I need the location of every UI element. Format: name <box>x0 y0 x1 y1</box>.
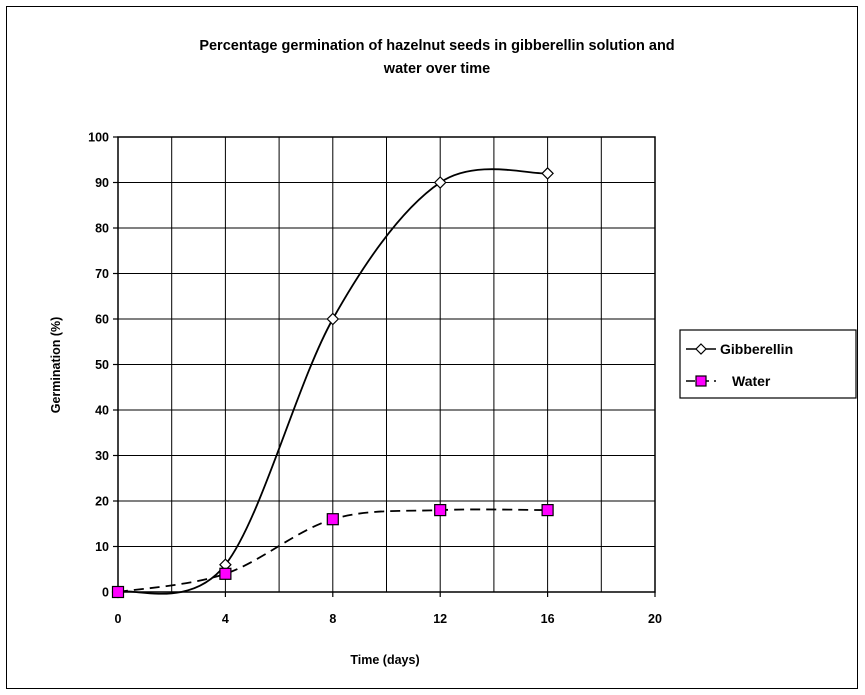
series-line-gibberellin <box>117 168 548 595</box>
x-tick-label: 20 <box>648 612 662 626</box>
y-tick-label: 100 <box>88 131 109 145</box>
data-point-water <box>434 504 447 517</box>
x-tick-label: 16 <box>541 612 555 626</box>
series <box>111 167 554 599</box>
legend-gibberellin-marker <box>695 343 707 355</box>
x-tick-label: 8 <box>329 612 336 626</box>
y-tick-label: 20 <box>95 495 109 509</box>
y-tick-label: 80 <box>95 222 109 236</box>
y-tick-label: 90 <box>95 176 109 190</box>
x-tick-label: 4 <box>222 612 229 626</box>
x-tick-label: 0 <box>115 612 122 626</box>
data-point-water <box>326 513 339 526</box>
y-tick-label: 0 <box>102 586 109 600</box>
legend: Gibberellin Water <box>679 329 857 399</box>
grid <box>117 136 656 593</box>
y-axis-title: Germination (%) <box>49 317 63 414</box>
data-point-gibberellin <box>433 176 447 189</box>
data-point-water <box>541 504 554 517</box>
data-point-gibberellin <box>541 167 554 180</box>
data-point-water <box>219 567 232 580</box>
y-tick-label: 10 <box>95 540 109 554</box>
legend-box <box>679 329 857 399</box>
x-axis-title: Time (days) <box>350 653 419 667</box>
x-tick-label: 12 <box>433 612 447 626</box>
y-tick-label: 50 <box>95 358 109 372</box>
data-point-gibberellin <box>326 312 340 326</box>
y-tick-label: 70 <box>95 267 109 281</box>
chart-title-line-2: water over time <box>383 61 490 77</box>
y-tick-label: 40 <box>95 404 109 418</box>
chart-title-line-1: Percentage germination of hazelnut seeds… <box>199 38 674 54</box>
legend-water-label: Water <box>732 373 771 389</box>
axes: 0 10 20 30 40 50 60 70 80 90 100 0 4 8 12 16 20 <box>88 131 662 627</box>
legend-water-marker <box>695 375 707 387</box>
legend-gibberellin-label: Gibberellin <box>720 341 793 357</box>
data-point-water <box>111 585 125 599</box>
y-tick-label: 30 <box>95 449 109 463</box>
y-tick-label: 60 <box>95 313 109 327</box>
